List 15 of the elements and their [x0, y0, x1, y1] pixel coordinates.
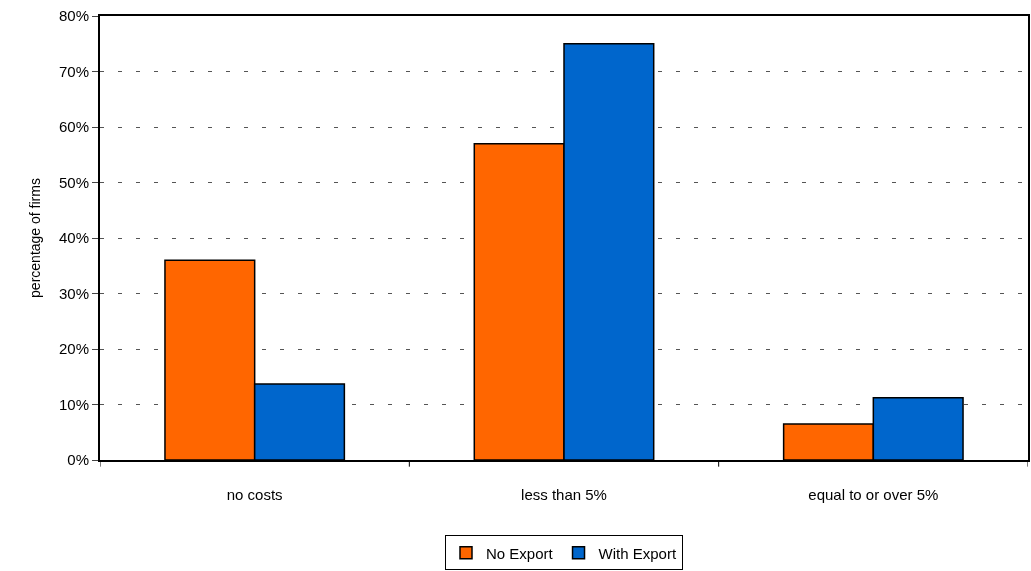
- x-tick-label: less than 5%: [521, 486, 607, 503]
- legend-label: With Export: [598, 544, 677, 562]
- y-tick-label: 60%: [58, 118, 89, 136]
- x-tick-label: no costs: [226, 486, 283, 503]
- y-tick-label: 20%: [58, 340, 89, 358]
- legend-label: No Export: [486, 544, 554, 562]
- y-tick-label: 50%: [58, 173, 89, 191]
- y-axis-title: percentage of firms: [27, 178, 44, 298]
- y-tick-label: 10%: [58, 395, 89, 413]
- y-tick-label: 30%: [58, 284, 89, 302]
- x-tick-label: equal to or over 5%: [808, 486, 939, 503]
- y-tick-label: 0%: [67, 451, 89, 469]
- y-tick-label: 80%: [58, 7, 89, 25]
- y-tick-label: 70%: [58, 62, 89, 80]
- y-tick-label: 40%: [58, 229, 89, 247]
